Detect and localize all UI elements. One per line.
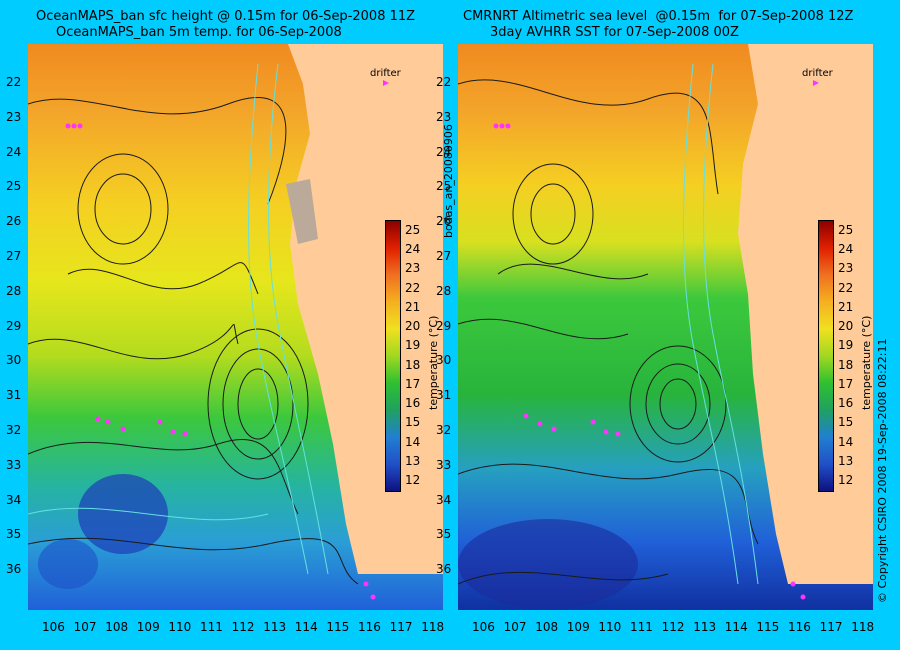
left-map-svg — [28, 44, 443, 610]
latitude-tick: 34 — [6, 493, 21, 507]
colorbar-gradient — [385, 220, 401, 492]
left-drifter-label: drifter — [370, 68, 401, 79]
latitude-tick: 31 — [6, 388, 21, 402]
right-drifter-label: drifter — [802, 68, 833, 79]
right-title-line2: 3day AVHRR SST for 07-Sep-2008 00Z — [490, 26, 739, 40]
colorbar-label: temperature (°C) — [860, 316, 873, 410]
latitude-tick: 24 — [6, 145, 21, 159]
colorbar-tick: 24 — [405, 242, 420, 256]
colorbar-tick: 18 — [405, 358, 420, 372]
latitude-tick: 23 — [436, 110, 451, 124]
colorbar-tick: 22 — [838, 281, 853, 295]
longitude-tick: 118 — [851, 620, 874, 634]
left-title-line2: OceanMAPS_ban 5m temp. for 06-Sep-2008 — [56, 26, 342, 40]
longitude-tick: 106 — [42, 620, 65, 634]
latitude-tick: 30 — [6, 353, 21, 367]
latitude-tick: 36 — [6, 562, 21, 576]
latitude-tick: 28 — [6, 284, 21, 298]
longitude-tick: 109 — [567, 620, 590, 634]
colorbar-tick: 15 — [405, 415, 420, 429]
longitude-tick: 115 — [756, 620, 779, 634]
longitude-tick: 112 — [662, 620, 685, 634]
model-run-label: bodas_an_20080906 — [442, 124, 455, 238]
latitude-tick: 23 — [6, 110, 21, 124]
latitude-tick: 28 — [436, 284, 451, 298]
latitude-tick: 27 — [6, 249, 21, 263]
longitude-tick: 109 — [137, 620, 160, 634]
right-map-svg — [458, 44, 873, 610]
colorbar-tick: 23 — [405, 261, 420, 275]
latitude-tick: 27 — [436, 249, 451, 263]
colorbar-tick: 14 — [405, 435, 420, 449]
colorbar-tick: 13 — [838, 454, 853, 468]
right-title-line1: CMRNRT Altimetric sea level @0.15m for 0… — [463, 10, 853, 24]
latitude-tick: 32 — [436, 423, 451, 437]
colorbar-tick: 13 — [405, 454, 420, 468]
longitude-tick: 107 — [504, 620, 527, 634]
latitude-tick: 26 — [6, 214, 21, 228]
colorbar-tick: 25 — [405, 223, 420, 237]
longitude-tick: 107 — [74, 620, 97, 634]
colorbar-tick: 12 — [405, 473, 420, 487]
latitude-tick: 35 — [6, 527, 21, 541]
longitude-tick: 114 — [295, 620, 318, 634]
colorbar-tick: 22 — [405, 281, 420, 295]
latitude-tick: 36 — [436, 562, 451, 576]
latitude-tick: 22 — [6, 75, 21, 89]
latitude-tick: 22 — [436, 75, 451, 89]
colorbar-tick: 21 — [405, 300, 420, 314]
latitude-tick: 25 — [6, 179, 21, 193]
colorbar-tick: 19 — [405, 338, 420, 352]
latitude-tick: 32 — [6, 423, 21, 437]
longitude-tick: 108 — [535, 620, 558, 634]
colorbar-tick: 12 — [838, 473, 853, 487]
latitude-tick: 34 — [436, 493, 451, 507]
colorbar-tick: 20 — [405, 319, 420, 333]
colorbar-tick: 14 — [838, 435, 853, 449]
longitude-tick: 110 — [168, 620, 191, 634]
longitude-tick: 118 — [421, 620, 444, 634]
colorbar-tick: 20 — [838, 319, 853, 333]
cold-patch — [78, 474, 168, 554]
colorbar-tick: 17 — [405, 377, 420, 391]
colorbar-tick: 19 — [838, 338, 853, 352]
colorbar-tick: 18 — [838, 358, 853, 372]
colorbar-tick: 25 — [838, 223, 853, 237]
longitude-tick: 114 — [725, 620, 748, 634]
colorbar-label: temperature (°C) — [427, 316, 440, 410]
colorbar-tick: 21 — [838, 300, 853, 314]
colorbar-tick: 24 — [838, 242, 853, 256]
colorbar-tick: 16 — [838, 396, 853, 410]
longitude-tick: 108 — [105, 620, 128, 634]
left-title-line1: OceanMAPS_ban sfc height @ 0.15m for 06-… — [36, 10, 415, 24]
colorbar-gradient — [818, 220, 834, 492]
latitude-tick: 29 — [6, 319, 21, 333]
right-map — [458, 44, 873, 610]
longitude-tick: 113 — [693, 620, 716, 634]
longitude-tick: 113 — [263, 620, 286, 634]
cold-patch — [458, 519, 638, 609]
colorbar-tick: 15 — [838, 415, 853, 429]
longitude-tick: 117 — [390, 620, 413, 634]
latitude-tick: 33 — [6, 458, 21, 472]
longitude-tick: 116 — [358, 620, 381, 634]
longitude-tick: 111 — [630, 620, 653, 634]
longitude-tick: 110 — [598, 620, 621, 634]
longitude-tick: 106 — [472, 620, 495, 634]
longitude-tick: 117 — [820, 620, 843, 634]
longitude-tick: 115 — [326, 620, 349, 634]
longitude-tick: 111 — [200, 620, 223, 634]
colorbar-tick: 23 — [838, 261, 853, 275]
colorbar-tick: 17 — [838, 377, 853, 391]
latitude-tick: 33 — [436, 458, 451, 472]
latitude-tick: 35 — [436, 527, 451, 541]
copyright-label: © Copyright CSIRO 2008 19-Sep-2008 08:22… — [876, 339, 889, 604]
longitude-tick: 116 — [788, 620, 811, 634]
left-map — [28, 44, 443, 610]
longitude-tick: 112 — [232, 620, 255, 634]
colorbar-tick: 16 — [405, 396, 420, 410]
